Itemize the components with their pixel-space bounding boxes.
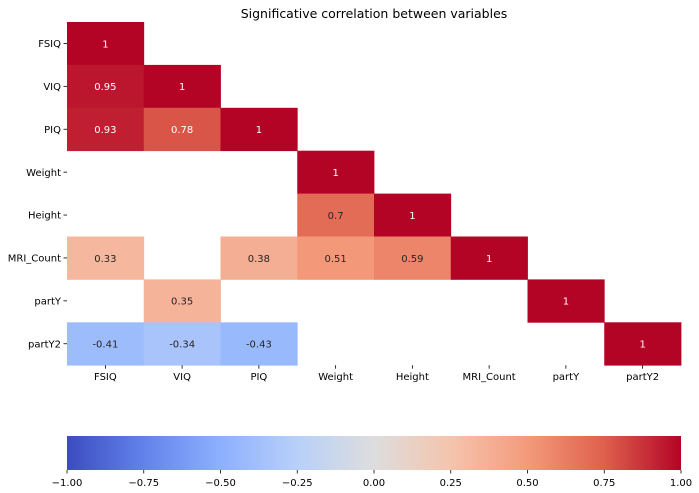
- column-label-party: partY: [553, 372, 581, 383]
- cell-value-label: 0.93: [94, 125, 116, 136]
- cell-value-label: 0.7: [328, 211, 344, 222]
- cell-value-label: 1: [256, 125, 262, 136]
- colorbar-tick-label: 0.50: [516, 478, 538, 489]
- cell-value-label: 0.51: [324, 254, 346, 265]
- colorbar-ticks: −1.00 −0.75 −0.50 −0.25 0.00 0.25 0.50 0.75 1.00: [52, 470, 692, 489]
- row-tick-labels: FSIQ VIQ PIQ Weight Height MRI_Count partY part…: [8, 39, 67, 350]
- colorbar-tick-label: −0.50: [205, 478, 236, 489]
- heatmap-cell-height-height: [374, 193, 452, 237]
- heatmap-cell-piq-piq: [220, 107, 298, 152]
- row-label-piq: PIQ: [44, 125, 61, 136]
- chart-title: Significative correlation between variab…: [241, 6, 508, 21]
- column-label-piq: PIQ: [250, 372, 267, 383]
- heatmap-cell-party2-piq: [220, 322, 298, 366]
- colorbar-gradient: [67, 436, 681, 470]
- heatmap-cell-party2-fsiq: [67, 322, 145, 366]
- column-label-mri-count: MRI_Count: [463, 372, 516, 383]
- heatmap-grid: 1 0.95 1 0.93 0.78 1 1 0.7 1 0.33 0.38 0.51 0.59 1 0.3…: [67, 22, 682, 366]
- cell-value-label: 0.59: [401, 254, 423, 265]
- heatmap-cell-party2-party2: [604, 322, 682, 366]
- row-label-party2: partY2: [28, 339, 61, 350]
- heatmap-cell-party2-viq: [143, 322, 221, 366]
- cell-value-label: 1: [332, 168, 338, 179]
- heatmap-cell-mri-count-weight: [297, 236, 375, 280]
- cell-value-label: 1: [179, 82, 185, 93]
- heatmap-cell-fsiq-fsiq: [67, 22, 145, 66]
- cell-value-label: 0.95: [94, 82, 116, 93]
- cell-value-label: -0.43: [246, 340, 272, 351]
- cell-value-label: 1: [409, 211, 415, 222]
- heatmap-cell-mri-count-mri-count: [450, 236, 528, 280]
- colorbar: −1.00 −0.75 −0.50 −0.25 0.00 0.25 0.50 0.75 1.00: [52, 436, 692, 489]
- colorbar-tick-label: 0.00: [363, 478, 385, 489]
- colorbar-tick-label: −0.75: [128, 478, 159, 489]
- column-label-viq: VIQ: [173, 372, 191, 383]
- heatmap-cell-mri-count-height: [374, 236, 452, 280]
- column-label-party2: partY2: [626, 372, 659, 383]
- heatmap-cell-mri-count-fsiq: [67, 236, 145, 280]
- column-label-fsiq: FSIQ: [94, 372, 117, 383]
- heatmap-cell-party-viq: [143, 279, 221, 323]
- cell-value-label: 1: [639, 340, 645, 351]
- cell-value-label: 0.38: [248, 254, 270, 265]
- heatmap-cell-viq-fsiq: [67, 64, 145, 109]
- cell-value-label: 0.78: [171, 125, 193, 136]
- heatmap-cell-piq-viq: [143, 107, 221, 152]
- heatmap-cell-height-weight: [297, 193, 375, 237]
- colorbar-tick-label: −0.25: [282, 478, 313, 489]
- cell-value-label: -0.41: [92, 340, 118, 351]
- cell-value-label: 0.35: [171, 297, 193, 308]
- heatmap-cell-viq-viq: [143, 64, 221, 109]
- row-label-fsiq: FSIQ: [38, 39, 61, 50]
- colorbar-tick-label: 0.25: [440, 478, 462, 489]
- column-label-weight: Weight: [318, 372, 353, 383]
- row-label-mri-count: MRI_Count: [8, 254, 61, 265]
- colorbar-tick-label: −1.00: [52, 478, 83, 489]
- cell-value-label: 1: [563, 297, 569, 308]
- cell-value-label: -0.34: [169, 340, 195, 351]
- row-label-viq: VIQ: [43, 82, 61, 93]
- row-label-party: partY: [34, 296, 62, 307]
- column-label-height: Height: [396, 372, 429, 383]
- heatmap-cell-piq-fsiq: [67, 107, 145, 152]
- colorbar-tick-label: 1.00: [670, 478, 692, 489]
- column-tick-labels: FSIQ VIQ PIQ Weight Height MRI_Count partY part…: [94, 365, 659, 383]
- row-label-weight: Weight: [26, 168, 61, 179]
- colorbar-tick-label: 0.75: [593, 478, 615, 489]
- cell-value-label: 1: [102, 39, 108, 50]
- heatmap-cell-mri-count-piq: [220, 236, 298, 280]
- row-label-height: Height: [28, 211, 61, 222]
- heatmap-cell-party-party: [527, 279, 605, 323]
- cell-value-label: 0.33: [94, 254, 116, 265]
- cell-value-label: 1: [486, 254, 492, 265]
- heatmap-cell-weight-weight: [297, 150, 375, 194]
